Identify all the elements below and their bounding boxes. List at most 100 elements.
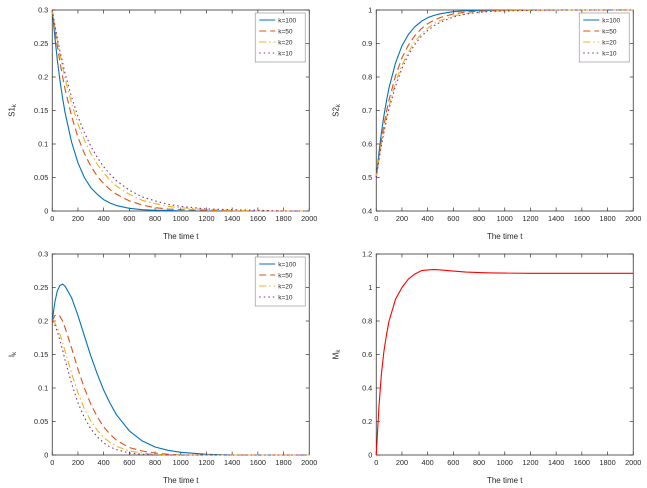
- svg-text:0.7: 0.7: [362, 106, 372, 115]
- svg-text:400: 400: [421, 458, 433, 467]
- y-tick-labels: 0.4 0.5 0.6 0.7 0.8 0.9 1: [362, 6, 372, 216]
- svg-text:1200: 1200: [198, 458, 214, 467]
- svg-text:1000: 1000: [173, 214, 189, 223]
- svg-text:0.1: 0.1: [38, 140, 48, 149]
- svg-text:0: 0: [374, 458, 378, 467]
- series-k=50: [51, 9, 310, 212]
- y-axis-label: S2k: [331, 103, 342, 117]
- svg-text:800: 800: [149, 214, 161, 223]
- svg-text:0.8: 0.8: [362, 317, 372, 326]
- svg-text:1600: 1600: [250, 214, 266, 223]
- svg-text:0: 0: [374, 214, 378, 223]
- x-axis-label: The time t: [486, 232, 522, 241]
- legend-item-label: k=100: [278, 261, 296, 268]
- legend-item-label: k=20: [602, 39, 617, 46]
- y-tick-labels: 0 0.05 0.1 0.15 0.2 0.25 0.3: [34, 6, 48, 216]
- series-k=100: [51, 283, 310, 456]
- svg-text:600: 600: [447, 458, 459, 467]
- subplot-s1k: 0 200 400 600 800 1000 1200 1400 1600 1800 2000 0 0.…: [0, 0, 324, 244]
- series-k=10: [51, 320, 310, 456]
- svg-text:1600: 1600: [573, 458, 589, 467]
- svg-text:600: 600: [123, 214, 135, 223]
- legend-item-label: k=50: [278, 272, 293, 279]
- subplot-mk: 0 200 400 600 800 1000 1200 1400 1600 1800 2000 0 0.…: [324, 244, 647, 488]
- svg-text:400: 400: [421, 214, 433, 223]
- svg-text:400: 400: [98, 214, 110, 223]
- legend-item-label: k=20: [278, 39, 293, 46]
- svg-text:0: 0: [44, 207, 48, 216]
- svg-text:1200: 1200: [198, 214, 214, 223]
- svg-text:1600: 1600: [250, 458, 266, 467]
- svg-text:0: 0: [50, 214, 54, 223]
- svg-text:200: 200: [72, 458, 84, 467]
- svg-text:600: 600: [123, 458, 135, 467]
- svg-text:0.05: 0.05: [34, 417, 48, 426]
- svg-text:400: 400: [98, 458, 110, 467]
- svg-text:0.4: 0.4: [362, 207, 372, 216]
- svg-text:0.8: 0.8: [362, 73, 372, 82]
- chart-svg-s2: 0 200 400 600 800 1000 1200 1400 1600 1800 2000 0.4…: [331, 6, 641, 242]
- svg-text:1400: 1400: [548, 458, 564, 467]
- svg-text:0.3: 0.3: [38, 250, 48, 259]
- svg-text:200: 200: [395, 214, 407, 223]
- legend-item-label: k=100: [602, 17, 620, 24]
- svg-text:2000: 2000: [625, 214, 641, 223]
- series-k=50: [51, 313, 310, 456]
- svg-text:0.2: 0.2: [362, 417, 372, 426]
- svg-text:800: 800: [472, 214, 484, 223]
- legend-item-label: k=10: [278, 50, 293, 57]
- svg-text:1.2: 1.2: [362, 250, 372, 259]
- svg-text:0.05: 0.05: [34, 173, 48, 182]
- svg-text:1600: 1600: [573, 214, 589, 223]
- svg-text:1800: 1800: [275, 214, 291, 223]
- series-k=10: [51, 9, 310, 212]
- svg-text:800: 800: [472, 458, 484, 467]
- series-k=20: [51, 9, 310, 212]
- chart-svg-i: 0 200 400 600 800 1000 1200 1400 1600 1800 2000 0 0.…: [7, 250, 317, 486]
- chart-svg-m: 0 200 400 600 800 1000 1200 1400 1600 1800 2000 0 0.…: [331, 250, 641, 486]
- svg-text:1800: 1800: [275, 458, 291, 467]
- svg-text:1200: 1200: [522, 458, 538, 467]
- svg-text:0.6: 0.6: [362, 140, 372, 149]
- series-M: [375, 269, 633, 456]
- svg-text:0: 0: [50, 458, 54, 467]
- svg-text:2000: 2000: [625, 458, 641, 467]
- svg-text:0.6: 0.6: [362, 350, 372, 359]
- svg-text:1: 1: [368, 283, 372, 292]
- svg-text:1400: 1400: [224, 458, 240, 467]
- axis-ticks: [51, 253, 310, 456]
- svg-text:200: 200: [72, 214, 84, 223]
- x-tick-labels: 0 200 400 600 800 1000 1200 1400 1600 1800 2000: [374, 214, 641, 223]
- legend-box: [254, 12, 306, 63]
- x-axis-label: The time t: [486, 476, 522, 485]
- svg-text:800: 800: [149, 458, 161, 467]
- y-tick-labels: 0 0.05 0.1 0.15 0.2 0.25 0.3: [34, 250, 48, 460]
- svg-text:1000: 1000: [496, 214, 512, 223]
- legend-item-label: k=100: [278, 17, 296, 24]
- legend-item-label: k=10: [602, 50, 617, 57]
- svg-text:2000: 2000: [301, 214, 317, 223]
- svg-text:1200: 1200: [522, 214, 538, 223]
- y-axis-label: Mk: [331, 349, 342, 360]
- x-tick-labels: 0 200 400 600 800 1000 1200 1400 1600 1800 2000: [374, 458, 641, 467]
- svg-text:1400: 1400: [224, 214, 240, 223]
- svg-text:0: 0: [368, 451, 372, 460]
- legend-item-label: k=10: [278, 294, 293, 301]
- legend: k=100 k=50 k=20 k=10: [578, 12, 630, 63]
- svg-text:2000: 2000: [301, 458, 317, 467]
- subplot-ik: 0 200 400 600 800 1000 1200 1400 1600 1800 2000 0 0.…: [0, 244, 324, 488]
- x-tick-labels: 0 200 400 600 800 1000 1200 1400 1600 1800 2000: [50, 214, 317, 223]
- svg-text:1800: 1800: [599, 458, 615, 467]
- svg-text:200: 200: [395, 458, 407, 467]
- legend-item-label: k=20: [278, 283, 293, 290]
- svg-text:0.4: 0.4: [362, 384, 372, 393]
- series-k=10: [375, 9, 633, 178]
- axis-ticks: [375, 253, 634, 456]
- series-k=100: [51, 9, 310, 212]
- series-k=20: [51, 320, 310, 456]
- x-axis-label: The time t: [163, 476, 199, 485]
- y-axis-label: S1k: [7, 103, 18, 117]
- y-axis-label: Ik: [7, 351, 18, 357]
- svg-text:0.25: 0.25: [34, 283, 48, 292]
